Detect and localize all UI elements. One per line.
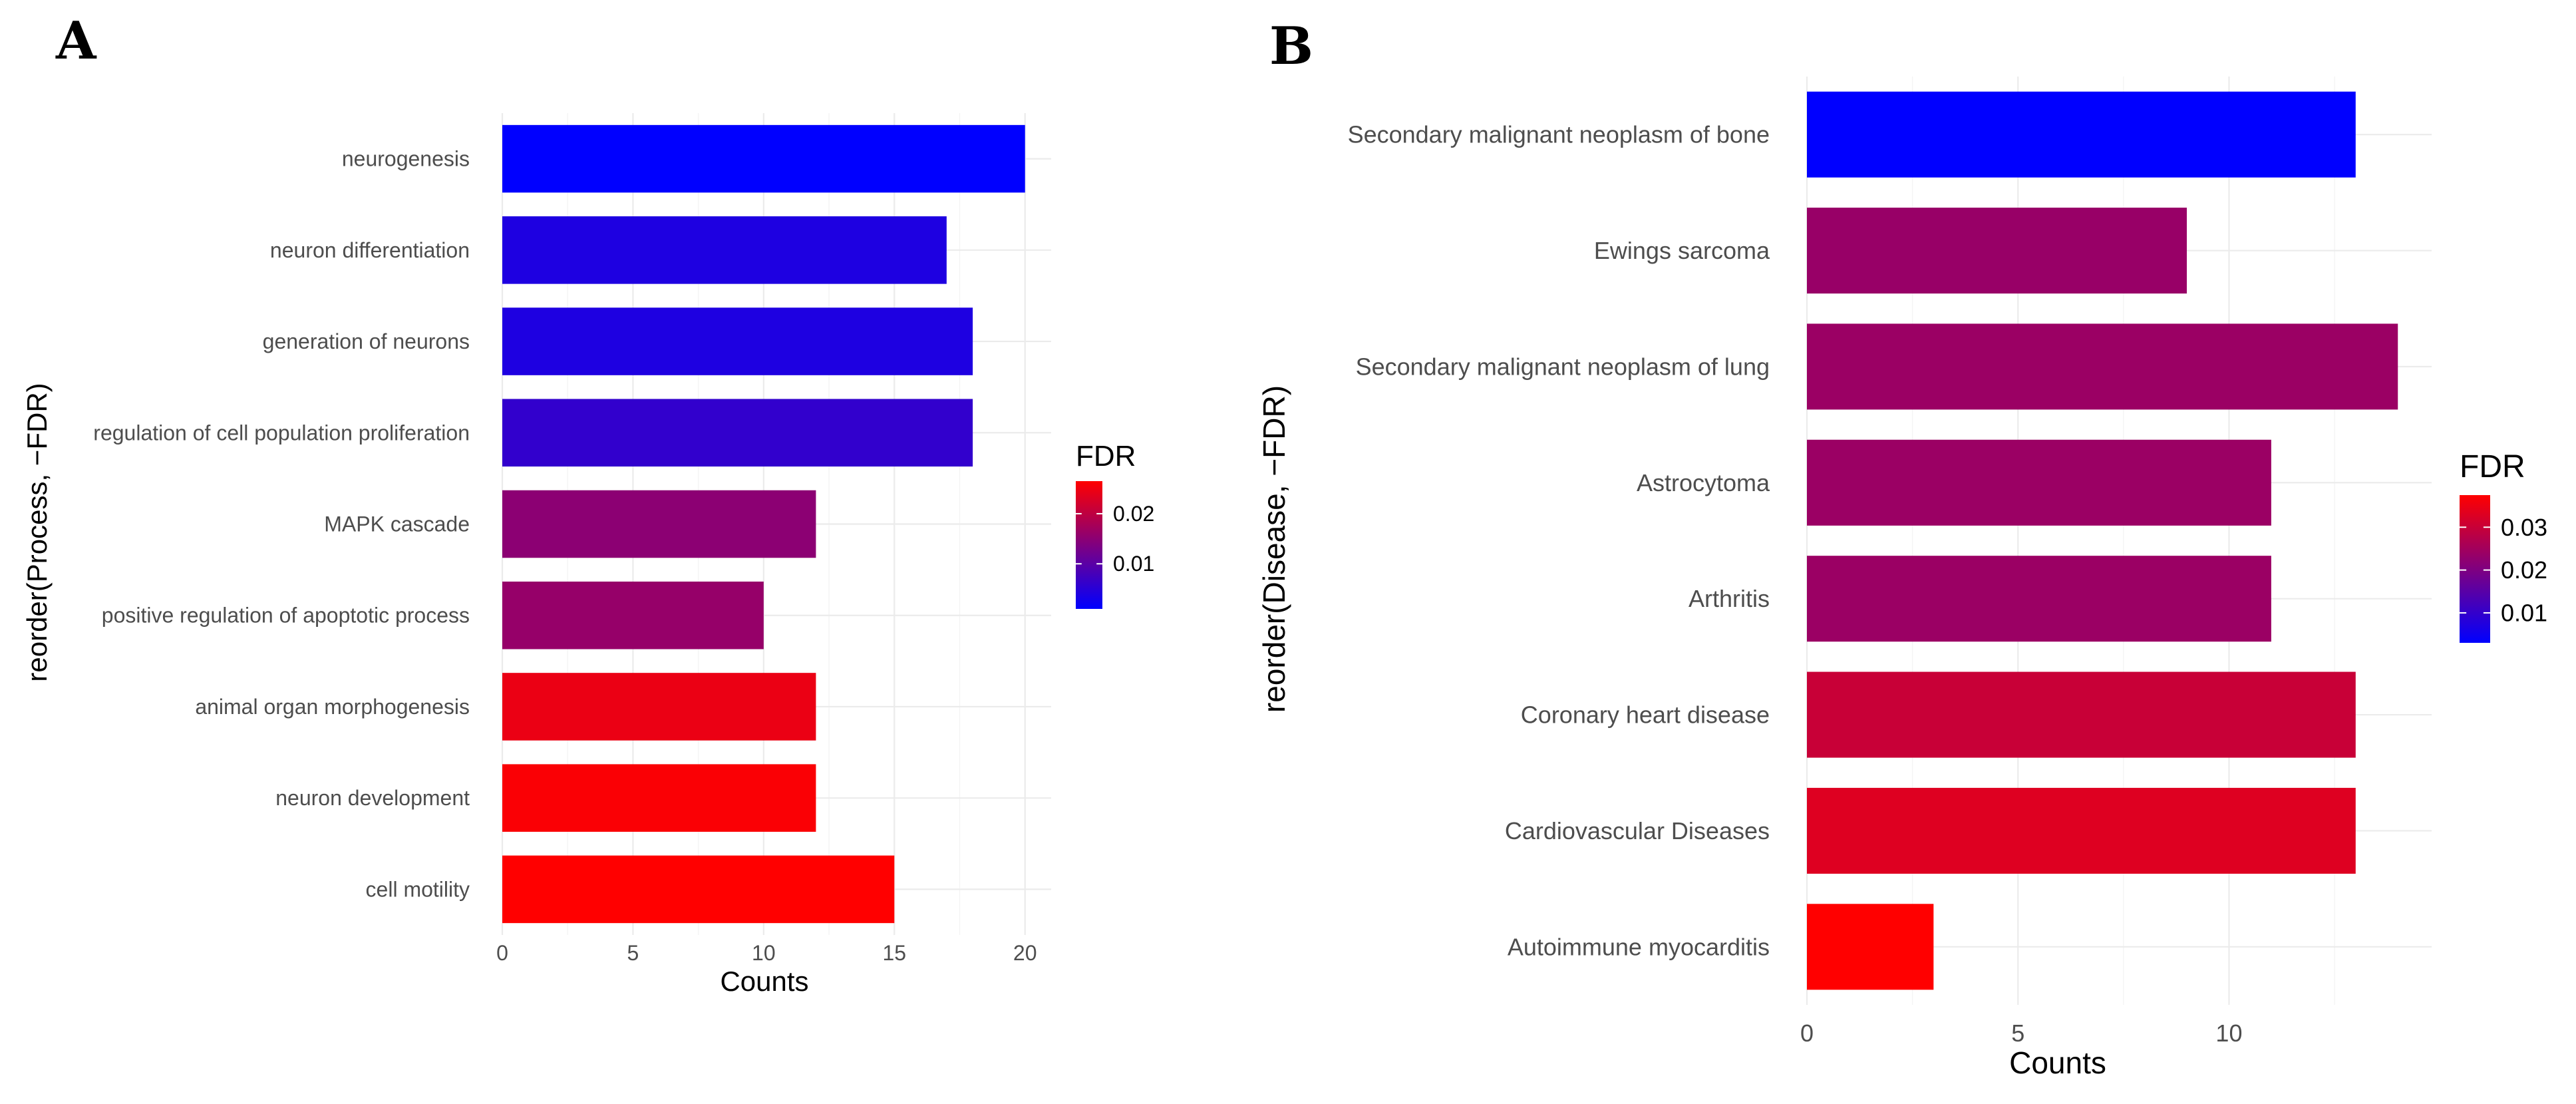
panel-b-legend-tick-label: 0.01 xyxy=(2501,599,2547,626)
panel-a-bar xyxy=(502,307,973,375)
panel-a-category-label: animal organ morphogenesis xyxy=(195,695,470,719)
panel-b-bar xyxy=(1807,671,2356,758)
panel-a-x-tick-label: 10 xyxy=(752,941,776,965)
panel-a-category-labels: neurogenesis neuron differentiation genera… xyxy=(93,147,470,902)
panel-a-category-label: neurogenesis xyxy=(342,147,470,171)
panel-b-category-label: Astrocytoma xyxy=(1637,469,1770,496)
panel-a-legend: FDR 0.01 0.02 xyxy=(1076,440,1154,609)
panel-b-category-label: Autoimmune myocarditis xyxy=(1508,933,1770,960)
panel-b-bars xyxy=(1807,91,2398,990)
panel-a-category-label: neuron development xyxy=(275,786,470,810)
panel-a-category-label: MAPK cascade xyxy=(324,512,470,536)
panel-a-legend-colorbar xyxy=(1076,481,1102,609)
panel-a-x-axis-title: Counts xyxy=(720,966,808,997)
panel-b-category-label: Arthritis xyxy=(1689,585,1770,612)
panel-b-category-label: Ewings sarcoma xyxy=(1594,237,1770,264)
panel-b-bar xyxy=(1807,904,1934,990)
panel-a-bar xyxy=(502,764,816,832)
panel-a-bar xyxy=(502,490,816,558)
panel-b-y-axis-title: reorder(Disease, −FDR) xyxy=(1257,385,1291,713)
panel-b-x-tick-label: 5 xyxy=(2011,1019,2024,1047)
panel-a-category-label: positive regulation of apoptotic process xyxy=(102,604,470,628)
panel-a-bar xyxy=(502,399,973,467)
panel-a-legend-tick-label: 0.02 xyxy=(1113,502,1154,526)
panel-b-category-label: Coronary heart disease xyxy=(1521,701,1770,729)
panel-a-bar xyxy=(502,581,764,649)
panel-a-legend-tick-label: 0.01 xyxy=(1113,552,1154,576)
panel-a-bar xyxy=(502,124,1025,193)
panel-a-category-label: neuron differentiation xyxy=(270,238,470,262)
panel-b-category-label: Secondary malignant neoplasm of lung xyxy=(1356,353,1770,380)
panel-b-x-tick-label: 10 xyxy=(2215,1019,2242,1047)
panel-a-x-tick-label: 15 xyxy=(882,941,906,965)
panel-a-bars xyxy=(502,124,1025,924)
panel-a-bar xyxy=(502,855,895,924)
panel-b-bar xyxy=(1807,323,2398,410)
panel-a-category-label: generation of neurons xyxy=(263,329,470,353)
panel-a-y-axis-title: reorder(Process, −FDR) xyxy=(21,383,53,681)
panel-letter-a: A xyxy=(55,11,97,71)
panel-b-legend-colorbar xyxy=(2460,495,2490,643)
panel-b-bar xyxy=(1807,91,2356,178)
panel-b-legend: FDR 0.01 0.02 0.03 xyxy=(2460,449,2547,643)
panel-b-x-ticks: 0 5 10 xyxy=(1800,1019,2242,1047)
panel-a-x-tick-label: 20 xyxy=(1013,941,1037,965)
panel-b-legend-ticks: 0.01 0.02 0.03 xyxy=(2460,514,2547,626)
panel-a-x-ticks: 0 5 10 15 20 xyxy=(496,941,1037,965)
panel-b-category-label: Cardiovascular Diseases xyxy=(1505,817,1770,844)
panel-a-x-tick-label: 0 xyxy=(496,941,508,965)
panel-a: A neurogenesis neuron differentiation gene… xyxy=(21,11,1154,997)
panel-a-legend-ticks: 0.01 0.02 xyxy=(1076,502,1154,576)
panel-letter-b: B xyxy=(1269,16,1313,77)
panel-b-bar xyxy=(1807,439,2271,526)
panel-a-legend-title: FDR xyxy=(1076,440,1136,472)
panel-b-category-label: Secondary malignant neoplasm of bone xyxy=(1348,121,1770,148)
panel-b-legend-tick-label: 0.02 xyxy=(2501,556,2547,584)
panel-a-category-label: cell motility xyxy=(366,877,470,901)
panel-b-legend-title: FDR xyxy=(2460,449,2525,484)
panel-b-bar xyxy=(1807,556,2271,642)
panel-b-bar xyxy=(1807,208,2187,294)
panel-a-x-tick-label: 5 xyxy=(627,941,639,965)
panel-b-bar xyxy=(1807,787,2356,874)
panel-b: B Secondary malignant neoplasm of bone Ew… xyxy=(1257,16,2547,1080)
panel-b-x-tick-label: 0 xyxy=(1800,1019,1814,1047)
panel-b-x-axis-title: Counts xyxy=(2009,1045,2106,1080)
panel-a-bar xyxy=(502,673,816,741)
panel-a-category-label: regulation of cell population proliferat… xyxy=(93,421,470,445)
panel-a-bar xyxy=(502,216,947,284)
panel-b-category-labels: Secondary malignant neoplasm of bone Ewin… xyxy=(1348,121,1770,961)
panel-b-legend-tick-label: 0.03 xyxy=(2501,514,2547,541)
